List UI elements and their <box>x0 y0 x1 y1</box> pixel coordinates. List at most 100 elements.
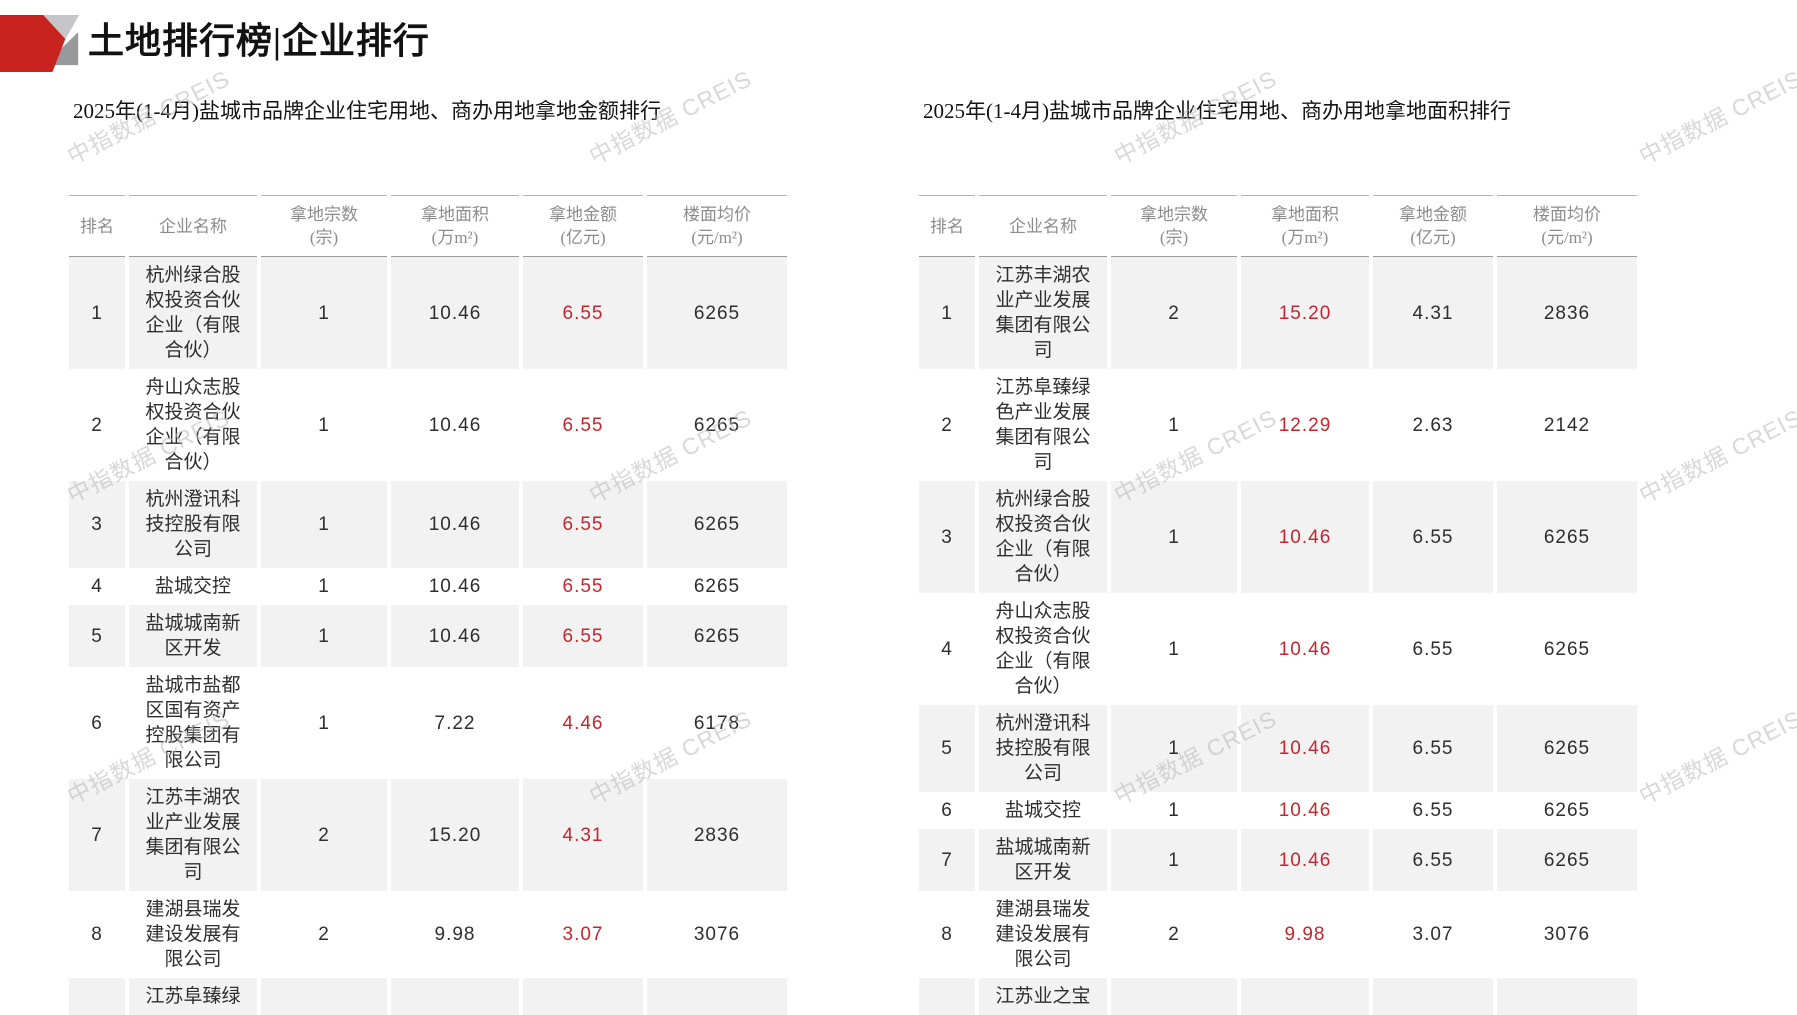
area-cell: 10.46 <box>1241 829 1369 891</box>
table-row: 4 盐城交控 1 10.46 6.55 6265 <box>69 568 787 605</box>
area-ranking-table: 排名 企业名称 拿地宗数 (宗) 拿地面积 (万m²) 拿地金额 (亿元) 楼面均价 (元… <box>915 195 1641 1015</box>
name-cell: 建湖县瑞发 建设发展有 限公司 <box>979 891 1107 978</box>
amount-cell: 6.55 <box>1373 481 1493 593</box>
price-cell: 6265 <box>1497 481 1637 593</box>
rank-cell <box>69 978 125 1015</box>
amount-cell: 4.31 <box>523 779 643 891</box>
rank-cell: 5 <box>919 705 975 792</box>
area-cell <box>391 978 519 1015</box>
rank-cell: 4 <box>69 568 125 605</box>
amount-cell <box>1373 978 1493 1015</box>
amount-cell: 6.55 <box>1373 593 1493 705</box>
column-header-amount: 拿地金额 (亿元) <box>1373 195 1493 257</box>
name-cell: 杭州绿合股 权投资合伙 企业（有限 合伙） <box>129 257 257 369</box>
price-cell: 6265 <box>647 369 787 481</box>
price-cell: 2836 <box>647 779 787 891</box>
area-cell: 10.46 <box>391 605 519 667</box>
price-cell: 2142 <box>1497 369 1637 481</box>
parcels-cell: 1 <box>261 481 387 568</box>
name-cell: 江苏阜臻绿 <box>129 978 257 1015</box>
price-cell: 6265 <box>1497 705 1637 792</box>
table-row: 1 杭州绿合股 权投资合伙 企业（有限 合伙） 1 10.46 6.55 6265 <box>69 257 787 369</box>
column-header-name: 企业名称 <box>129 195 257 257</box>
rank-cell: 7 <box>69 779 125 891</box>
column-header-parcels: 拿地宗数 (宗) <box>261 195 387 257</box>
column-header-rank: 排名 <box>919 195 975 257</box>
column-header-amount: 拿地金额 (亿元) <box>523 195 643 257</box>
rank-cell <box>919 978 975 1015</box>
price-cell <box>1497 978 1637 1015</box>
name-cell: 杭州澄讯科 技控股有限 公司 <box>129 481 257 568</box>
area-ranking-panel: 2025年(1-4月)盐城市品牌企业住宅用地、商办用地拿地面积排行 排名 企业名称… <box>915 97 1649 1015</box>
name-cell: 江苏丰湖农 业产业发展 集团有限公 司 <box>129 779 257 891</box>
header-row: 排名 企业名称 拿地宗数 (宗) 拿地面积 (万m²) 拿地金额 (亿元) 楼面均价 (元… <box>69 195 787 257</box>
parcels-cell: 2 <box>261 891 387 978</box>
table-row: 5 杭州澄讯科 技控股有限 公司 1 10.46 6.55 6265 <box>919 705 1637 792</box>
table-row: 6 盐城市盐都 区国有资产 控股集团有 限公司 1 7.22 4.46 6178 <box>69 667 787 779</box>
parcels-cell: 1 <box>261 605 387 667</box>
rank-cell: 8 <box>919 891 975 978</box>
price-cell: 6265 <box>647 481 787 568</box>
name-cell: 舟山众志股 权投资合伙 企业（有限 合伙） <box>979 593 1107 705</box>
area-cell: 10.46 <box>1241 593 1369 705</box>
name-cell: 盐城交控 <box>979 792 1107 829</box>
rank-cell: 3 <box>919 481 975 593</box>
amount-cell: 6.55 <box>1373 705 1493 792</box>
rank-cell: 2 <box>69 369 125 481</box>
table-row: 3 杭州绿合股 权投资合伙 企业（有限 合伙） 1 10.46 6.55 6265 <box>919 481 1637 593</box>
column-header-parcels: 拿地宗数 (宗) <box>1111 195 1237 257</box>
rank-cell: 1 <box>919 257 975 369</box>
rank-cell: 4 <box>919 593 975 705</box>
amount-cell: 3.07 <box>1373 891 1493 978</box>
rank-cell: 8 <box>69 891 125 978</box>
amount-ranking-subtitle: 2025年(1-4月)盐城市品牌企业住宅用地、商办用地拿地金额排行 <box>73 99 661 123</box>
area-cell: 10.46 <box>391 568 519 605</box>
area-cell: 15.20 <box>391 779 519 891</box>
name-cell: 建湖县瑞发 建设发展有 限公司 <box>129 891 257 978</box>
column-header-area: 拿地面积 (万m²) <box>391 195 519 257</box>
parcels-cell: 1 <box>1111 593 1237 705</box>
name-cell: 江苏业之宝 <box>979 978 1107 1015</box>
table-row: 6 盐城交控 1 10.46 6.55 6265 <box>919 792 1637 829</box>
logo-red-shape <box>0 15 66 72</box>
price-cell: 6265 <box>1497 829 1637 891</box>
rank-cell: 5 <box>69 605 125 667</box>
table-row: 7 江苏丰湖农 业产业发展 集团有限公 司 2 15.20 4.31 2836 <box>69 779 787 891</box>
area-cell: 15.20 <box>1241 257 1369 369</box>
table-row: 8 建湖县瑞发 建设发展有 限公司 2 9.98 3.07 3076 <box>919 891 1637 978</box>
amount-cell: 6.55 <box>523 481 643 568</box>
name-cell: 盐城交控 <box>129 568 257 605</box>
area-cell: 7.22 <box>391 667 519 779</box>
column-header-name: 企业名称 <box>979 195 1107 257</box>
area-cell: 10.46 <box>391 369 519 481</box>
name-cell: 盐城城南新 区开发 <box>979 829 1107 891</box>
parcels-cell: 1 <box>1111 792 1237 829</box>
area-cell: 10.46 <box>391 481 519 568</box>
table-row: 5 盐城城南新 区开发 1 10.46 6.55 6265 <box>69 605 787 667</box>
parcels-cell: 1 <box>261 568 387 605</box>
price-cell: 3076 <box>1497 891 1637 978</box>
amount-cell: 6.55 <box>1373 829 1493 891</box>
name-cell: 江苏阜臻绿 色产业发展 集团有限公 司 <box>979 369 1107 481</box>
area-cell: 10.46 <box>1241 792 1369 829</box>
column-header-price: 楼面均价 (元/m²) <box>647 195 787 257</box>
column-header-rank: 排名 <box>69 195 125 257</box>
watermark-text: 中指数据 CREIS <box>1635 705 1797 810</box>
amount-cell: 3.07 <box>523 891 643 978</box>
creis-logo-icon <box>0 15 92 72</box>
parcels-cell: 2 <box>261 779 387 891</box>
area-cell: 10.46 <box>391 257 519 369</box>
table-row: 8 建湖县瑞发 建设发展有 限公司 2 9.98 3.07 3076 <box>69 891 787 978</box>
parcels-cell: 1 <box>1111 829 1237 891</box>
area-cell: 9.98 <box>1241 891 1369 978</box>
area-cell: 12.29 <box>1241 369 1369 481</box>
price-cell: 6265 <box>647 257 787 369</box>
column-header-area: 拿地面积 (万m²) <box>1241 195 1369 257</box>
parcels-cell: 1 <box>1111 481 1237 593</box>
parcels-cell: 1 <box>1111 369 1237 481</box>
parcels-cell <box>261 978 387 1015</box>
parcels-cell: 2 <box>1111 891 1237 978</box>
parcels-cell: 1 <box>261 257 387 369</box>
name-cell: 盐城城南新 区开发 <box>129 605 257 667</box>
column-header-price: 楼面均价 (元/m²) <box>1497 195 1637 257</box>
